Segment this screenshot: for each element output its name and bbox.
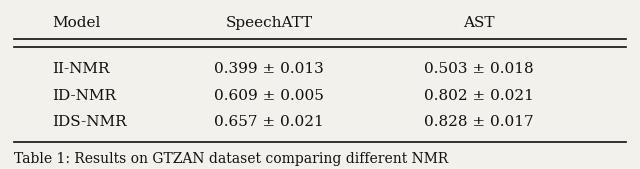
- Text: II-NMR: II-NMR: [52, 62, 110, 76]
- Text: Table 1: Results on GTZAN dataset comparing different NMR: Table 1: Results on GTZAN dataset compar…: [14, 152, 449, 166]
- Text: 0.657 ± 0.021: 0.657 ± 0.021: [214, 115, 324, 129]
- Text: IDS-NMR: IDS-NMR: [52, 115, 127, 129]
- Text: Model: Model: [52, 16, 100, 30]
- Text: 0.609 ± 0.005: 0.609 ± 0.005: [214, 89, 324, 103]
- Text: AST: AST: [463, 16, 495, 30]
- Text: 0.399 ± 0.013: 0.399 ± 0.013: [214, 62, 324, 76]
- Text: 0.503 ± 0.018: 0.503 ± 0.018: [424, 62, 534, 76]
- Text: ID-NMR: ID-NMR: [52, 89, 116, 103]
- Text: SpeechATT: SpeechATT: [225, 16, 312, 30]
- Text: 0.802 ± 0.021: 0.802 ± 0.021: [424, 89, 534, 103]
- Text: 0.828 ± 0.017: 0.828 ± 0.017: [424, 115, 534, 129]
